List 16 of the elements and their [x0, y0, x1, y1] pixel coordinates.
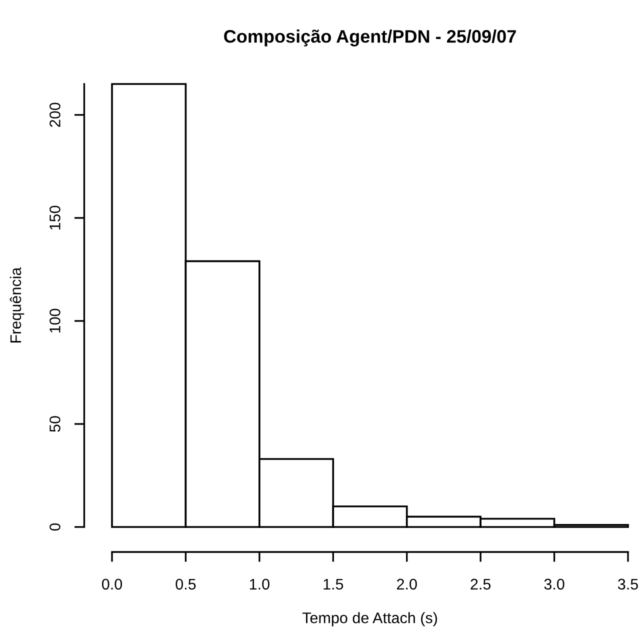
x-tick-label: 0.0	[102, 578, 122, 590]
y-tick-label: 100	[50, 308, 60, 333]
y-tick-label: 0	[50, 523, 60, 531]
x-axis-title: Tempo de Attach (s)	[302, 612, 437, 626]
x-tick-label: 3.5	[618, 578, 638, 590]
x-tick-label: 1.5	[324, 578, 344, 590]
x-tick-label: 0.5	[176, 578, 196, 590]
x-tick-label: 1.0	[250, 578, 270, 590]
y-axis-title: Frequência	[10, 267, 24, 342]
chart-title: Composição Agent/PDN - 25/09/07	[224, 30, 516, 46]
x-tick-label: 2.0	[397, 578, 417, 590]
y-tick-label: 200	[50, 102, 60, 127]
x-tick-label: 2.5	[470, 578, 491, 590]
y-tick-label: 50	[50, 416, 60, 432]
x-tick-label: 3.0	[544, 578, 564, 590]
y-tick-label: 150	[50, 206, 60, 230]
